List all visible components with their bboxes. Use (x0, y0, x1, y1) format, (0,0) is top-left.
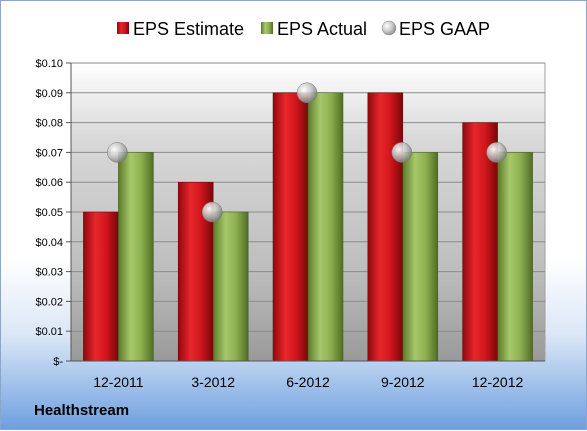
marker-eps-gaap (201, 201, 223, 223)
bar-eps-actual (212, 211, 249, 362)
legend-swatch (261, 22, 273, 34)
legend-label: EPS Estimate (133, 19, 244, 39)
company-name: Healthstream (34, 402, 130, 419)
y-tick-label: $0.08 (35, 118, 63, 130)
y-tick-label: $0.07 (35, 147, 63, 159)
bar-eps-actual (307, 92, 344, 362)
marker-eps-gaap (296, 82, 318, 104)
y-tick-label: $0.01 (35, 326, 63, 338)
y-tick-label: $0.09 (35, 88, 63, 100)
x-axis: 12-2011 3-2012 6-2012 9-2012 12-2012 (71, 360, 545, 390)
marker-eps-gaap (486, 142, 507, 163)
x-tick-label: 6-2012 (286, 374, 330, 390)
legend-label: EPS GAAP (399, 19, 490, 39)
x-tick-label: 3-2012 (191, 374, 235, 390)
y-tick-label: $0.10 (35, 58, 63, 70)
y-tick-label: $0.05 (35, 207, 63, 219)
bar-eps-actual (402, 152, 439, 362)
bar-eps-estimate (83, 211, 119, 362)
y-tick-label: $0.03 (35, 267, 63, 279)
x-tick-label: 9-2012 (381, 374, 425, 390)
gaap-markers (107, 82, 507, 223)
bar-eps-estimate (462, 122, 498, 362)
bars (83, 92, 533, 362)
marker-eps-gaap (391, 142, 413, 163)
y-tick-label: $- (53, 356, 63, 368)
legend-swatch (117, 22, 129, 34)
y-tick-label: $0.06 (35, 177, 63, 189)
y-tick-label: $0.02 (35, 296, 63, 308)
y-tick-label: $0.04 (35, 237, 63, 249)
bar-eps-actual (118, 152, 154, 362)
legend: EPS Estimate EPS Actual EPS GAAP (117, 19, 490, 39)
legend-label: EPS Actual (277, 19, 367, 39)
bar-eps-estimate (367, 92, 404, 362)
y-axis: $- $0.01 $0.02 $0.03 $0.04 $0.05 $0.06 $0.07 $0.… (35, 58, 72, 368)
bar-eps-estimate (272, 92, 309, 362)
x-tick-label: 12-2012 (472, 374, 524, 390)
legend-swatch (381, 20, 397, 36)
bar-eps-actual (497, 152, 533, 362)
x-tick-label: 12-2011 (93, 374, 144, 390)
marker-eps-gaap (107, 142, 128, 163)
